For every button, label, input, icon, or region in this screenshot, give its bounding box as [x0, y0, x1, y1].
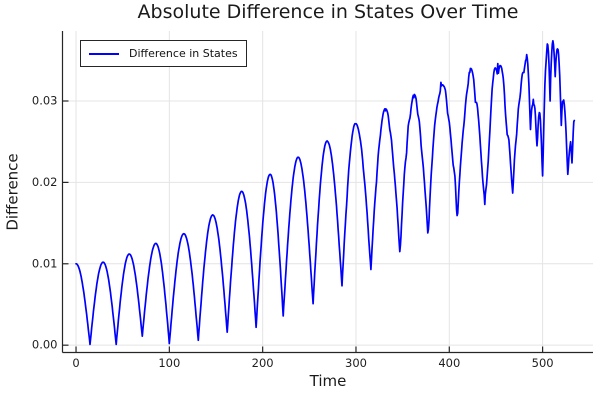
x-tick-label: 400 [438, 356, 460, 370]
y-tick-label: 0.03 [32, 93, 58, 107]
x-axis-label: Time [309, 372, 347, 390]
y-axis-label: Difference [4, 152, 22, 231]
x-tick-label: 100 [158, 356, 180, 370]
legend: Difference in States [80, 40, 247, 67]
x-tick-label: 0 [72, 356, 79, 370]
x-tick-label: 300 [345, 356, 367, 370]
y-tick-label: 0.02 [32, 175, 58, 189]
x-tick-label: 200 [252, 356, 274, 370]
difference-series-line [75, 39, 576, 346]
chart-title: Absolute Difference in States Over Time [137, 1, 519, 23]
y-tick-label: 0.00 [32, 338, 58, 352]
legend-label: Difference in States [129, 47, 238, 60]
legend-line-sample [89, 52, 119, 55]
y-axis-label-column: Difference [2, 31, 24, 352]
x-tick-label: 500 [532, 356, 554, 370]
y-tick-label: 0.01 [32, 256, 58, 270]
